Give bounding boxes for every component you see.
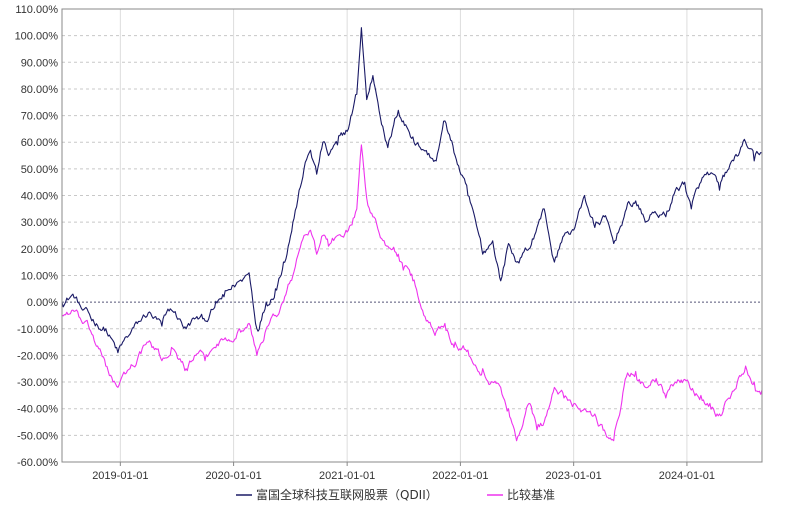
x-tick-label-5: 2024-01-01 [659, 470, 715, 482]
x-tick-label-2: 2021-01-01 [319, 470, 375, 482]
series-lines [61, 27, 763, 442]
plot-area-frame [61, 8, 763, 463]
legend-label-benchmark: 比较基准 [507, 487, 555, 502]
y-tick-label-3: 80.00% [21, 84, 59, 96]
y-tick-label-13: -20.00% [17, 350, 58, 362]
y-axis-tick-labels: 110.00% 100.00% 90.00% 80.00% 70.00% 60.00% 50… [15, 4, 59, 469]
x-tick-label-4: 2023-01-01 [546, 470, 602, 482]
y-tick-label-14: -30.00% [17, 377, 58, 389]
y-tick-label-5: 60.00% [21, 137, 59, 149]
y-tick-label-0: 110.00% [15, 4, 58, 16]
y-tick-label-4: 70.00% [21, 111, 59, 123]
x-tick-label-1: 2020-01-01 [205, 470, 261, 482]
legend: 富国全球科技互联网股票（QDII） 比较基准 [236, 487, 555, 502]
legend-label-fund: 富国全球科技互联网股票（QDII） [256, 487, 438, 502]
y-tick-label-16: -50.00% [17, 430, 58, 442]
y-tick-label-10: 10.00% [21, 270, 59, 282]
y-tick-label-8: 30.00% [21, 217, 59, 229]
series-line-1 [61, 144, 763, 442]
x-tick-label-3: 2022-01-01 [432, 470, 488, 482]
y-tick-label-17: -60.00% [17, 457, 58, 469]
y-tick-label-2: 90.00% [21, 57, 59, 69]
y-tick-label-12: -10.00% [17, 324, 58, 336]
y-tick-label-9: 20.00% [21, 244, 59, 256]
y-tick-label-1: 100.00% [15, 31, 59, 43]
x-axis-tick-labels: 2019-01-01 2020-01-01 2021-01-01 2022-01-01… [92, 462, 715, 482]
y-tick-label-11: 0.00% [27, 297, 58, 309]
y-tick-label-7: 40.00% [21, 191, 59, 203]
y-tick-label-15: -40.00% [17, 404, 58, 416]
series-line-0 [61, 27, 763, 354]
x-tick-label-0: 2019-01-01 [92, 470, 148, 482]
y-tick-label-6: 50.00% [21, 164, 59, 176]
